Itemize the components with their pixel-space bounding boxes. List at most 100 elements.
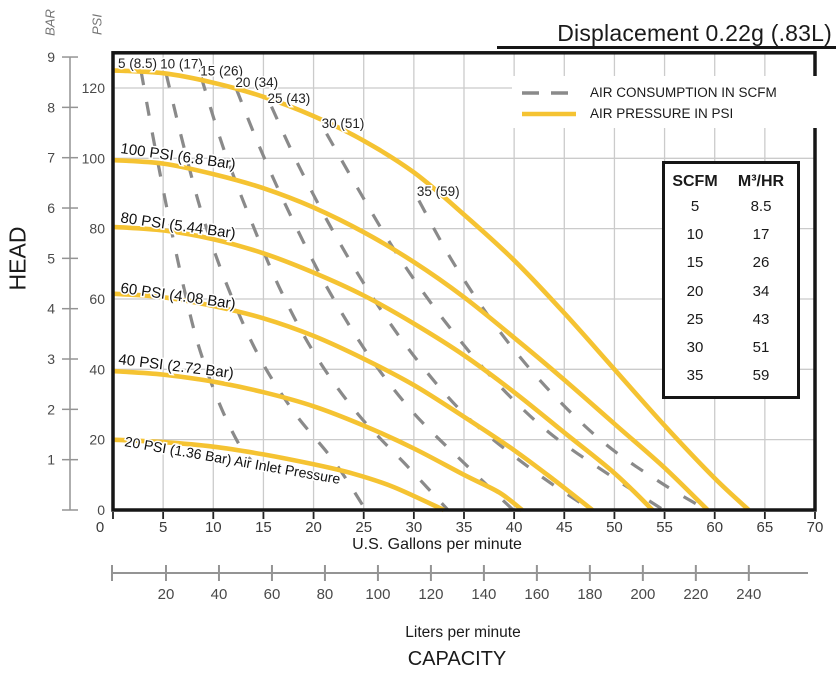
psi-tick-label: 80: [89, 221, 105, 237]
gpm-tick-label: 30: [406, 519, 423, 536]
legend-item-air-consumption: AIR CONSUMPTION IN SCFM: [520, 82, 818, 103]
gpm-tick-label: 0: [96, 519, 104, 536]
scfm-cell: 20: [686, 282, 704, 300]
gpm-tick-label: 35: [456, 519, 473, 536]
scfm-cell: 5: [690, 198, 700, 215]
air-consumption-curve-30scfm: [325, 132, 665, 512]
scfm-curve-label: 15 (26): [200, 63, 243, 78]
gpm-tick-label: 55: [656, 519, 673, 536]
liters-tick-label: 200: [630, 586, 655, 603]
m3hr-cell: 26: [752, 254, 770, 272]
psi-curve-label: 20 PSI (1.36 Bar) Air Inlet Pressure: [124, 433, 342, 487]
gpm-tick-label: 40: [506, 519, 523, 536]
table-row: 35 59: [665, 362, 797, 390]
m3hr-header: M³/HR: [737, 173, 785, 190]
gpm-tick-label: 10: [205, 519, 222, 536]
liters-tick-label: 240: [736, 586, 761, 603]
liters-tick-label: 120: [418, 586, 443, 603]
air-consumption-curve-5scfm: [139, 71, 253, 462]
liters-tick-label: 180: [577, 586, 602, 603]
scfm-curve-label: 35 (59): [417, 184, 460, 199]
scfm-cell: 30: [686, 339, 704, 357]
scfm-curve-label: 25 (43): [267, 91, 310, 106]
air-pressure-curve-60psi: [112, 291, 594, 512]
gpm-tick-label: 25: [355, 519, 372, 536]
legend-item-air-pressure: AIR PRESSURE IN PSI: [520, 103, 818, 124]
m3hr-cell: 43: [752, 310, 770, 328]
air-consumption-curve-15scfm: [199, 76, 450, 512]
gpm-axis-title: U.S. Gallons per minute: [352, 536, 522, 553]
bar-tick-label: 8: [47, 99, 55, 115]
liters-tick-label: 20: [158, 586, 175, 603]
bar-tick-label: 9: [47, 49, 55, 65]
title-underline: [497, 46, 836, 49]
m3hr-cell: 34: [752, 282, 770, 300]
psi-tick-label: 40: [89, 361, 105, 377]
air-pressure-curve-80psi: [112, 224, 655, 512]
gpm-tick-label: 5: [159, 519, 167, 536]
table-row: 20 34: [665, 278, 797, 306]
solid-line-swatch-icon: [522, 111, 576, 116]
gpm-tick-label: 65: [757, 519, 774, 536]
bar-tick-label: 1: [47, 452, 55, 468]
scfm-curve-label: 30 (51): [322, 116, 365, 131]
bar-tick-label: 6: [47, 200, 55, 216]
capacity-axis-title: CAPACITY: [407, 648, 507, 670]
table-row: 5 8.5: [665, 193, 797, 221]
bar-axis-label: BAR: [42, 9, 58, 36]
liters-tick-label: 40: [211, 586, 228, 603]
psi-tick-label: 120: [82, 80, 106, 96]
air-pressure-curve-120psi: [112, 68, 751, 512]
chart-title: Displacement 0.22g (.83L): [557, 20, 832, 46]
legend-label-pressure: AIR PRESSURE IN PSI: [590, 106, 734, 121]
m3hr-cell: 8.5: [750, 198, 772, 215]
air-pressure-curve-40psi: [112, 368, 524, 512]
table-row: 30 51: [665, 334, 797, 362]
m3hr-cell: 51: [752, 339, 770, 357]
head-axis-label: HEAD: [4, 226, 31, 291]
gpm-tick-label: 45: [556, 519, 573, 536]
table-row: 15 26: [665, 249, 797, 277]
scfm-cell: 15: [686, 254, 704, 272]
psi-axis-label: PSI: [89, 14, 105, 35]
air-consumption-curve-20scfm: [234, 88, 515, 512]
liters-tick-label: 60: [264, 586, 281, 603]
scfm-curve-label: 10 (17): [160, 57, 203, 72]
gpm-tick-label: 20: [305, 519, 322, 536]
m3hr-cell: 17: [752, 226, 770, 244]
table-row: 25 43: [665, 306, 797, 334]
air-consumption-curve-25scfm: [270, 105, 593, 512]
dashed-line-swatch-icon: [522, 90, 576, 95]
bar-tick-label: 4: [47, 301, 55, 317]
m3hr-cell: 59: [752, 367, 770, 385]
gpm-tick-label: 60: [706, 519, 723, 536]
table-row: 10 17: [665, 221, 797, 249]
scfm-cell: 35: [686, 367, 704, 385]
bar-tick-label: 3: [47, 351, 55, 367]
legend-label-consumption: AIR CONSUMPTION IN SCFM: [590, 85, 777, 100]
scfm-cell: 10: [686, 226, 704, 244]
psi-tick-label: 100: [82, 150, 106, 166]
bar-tick-label: 5: [47, 250, 55, 266]
scfm-header: SCFM: [672, 173, 718, 190]
gpm-tick-label: 50: [606, 519, 623, 536]
conversion-table-header: SCFM M³/HR: [665, 164, 797, 191]
air-pressure-curve-20psi: [112, 437, 445, 513]
bar-tick-label: 2: [47, 401, 55, 417]
liters-tick-label: 80: [317, 586, 334, 603]
scfm-curve-label: 20 (34): [235, 75, 278, 90]
gpm-tick-label: 15: [255, 519, 272, 536]
psi-tick-label: 20: [89, 432, 105, 448]
air-pressure-curve-100psi: [112, 157, 710, 512]
liters-tick-label: 160: [524, 586, 549, 603]
gpm-tick-label: 70: [807, 519, 824, 536]
scfm-curve-label: 5 (8.5): [118, 56, 157, 71]
liters-axis-title: Liters per minute: [405, 624, 521, 641]
air-consumption-curve-35scfm: [417, 199, 708, 512]
scfm-conversion-table: SCFM M³/HR 5 8.5 10 17 15 26 20 34 25 43 30 51 35 59: [662, 161, 800, 399]
psi-tick-label: 60: [89, 291, 105, 307]
liters-tick-label: 220: [683, 586, 708, 603]
bar-tick-label: 7: [47, 150, 55, 166]
liters-tick-label: 100: [365, 586, 390, 603]
